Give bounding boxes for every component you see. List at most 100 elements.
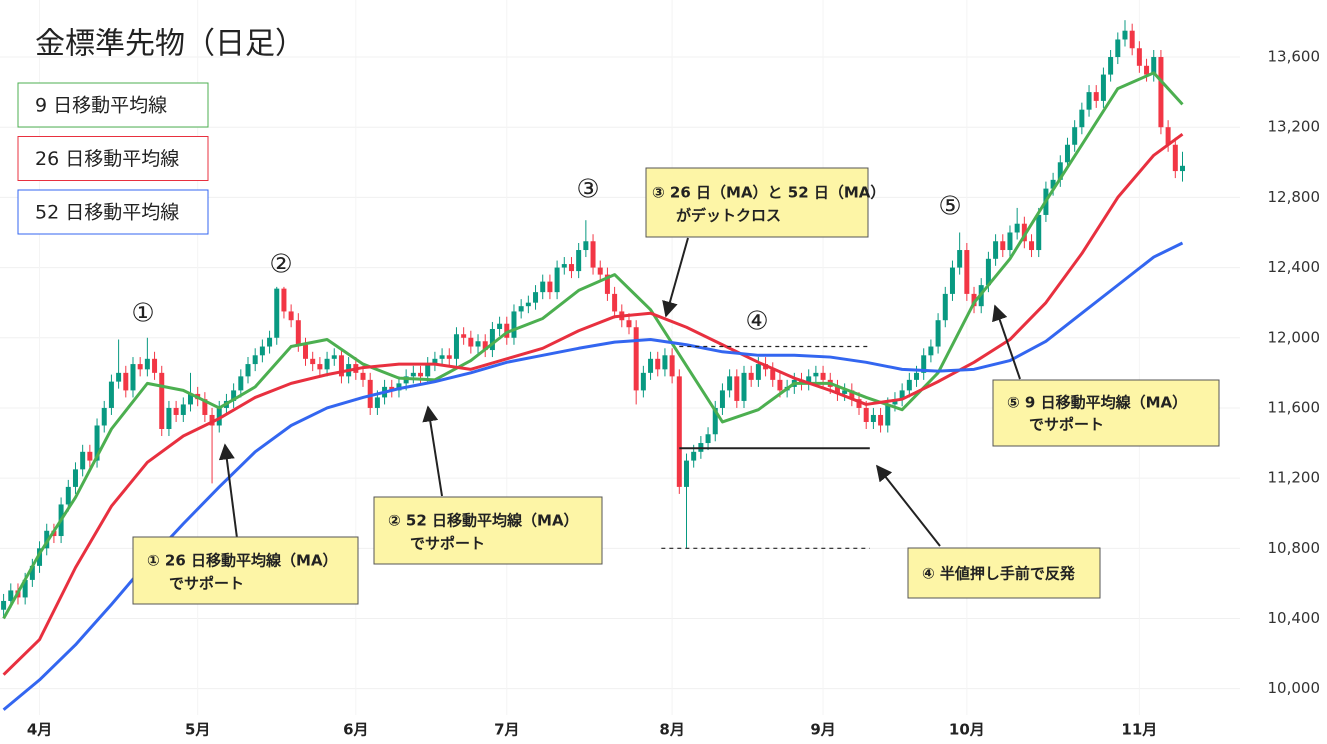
candle-body: [497, 323, 503, 329]
candle-body: [1144, 65, 1150, 75]
candle-body: [683, 460, 689, 487]
moving-averages: [2, 71, 1184, 711]
marker: ⑤: [938, 192, 961, 222]
candle-body: [80, 451, 86, 470]
candle-body: [748, 372, 754, 380]
marker: ①: [131, 299, 154, 329]
candle-body: [295, 320, 301, 345]
candle-body: [389, 386, 395, 391]
candle-body: [159, 372, 165, 429]
legend-label: 9 日移動平均線: [35, 95, 167, 117]
candle-body: [108, 381, 114, 408]
candle-body: [942, 293, 948, 321]
candle-body: [540, 281, 546, 293]
candle-body: [259, 346, 265, 356]
candle-body: [1115, 39, 1121, 58]
y-tick-label: 13,600: [1268, 48, 1321, 66]
candle-body: [813, 372, 819, 377]
callout-text: ① 26 日移動平均線（MA）: [147, 552, 338, 570]
candle-body: [676, 376, 682, 487]
candle-body: [231, 390, 237, 401]
candle-body: [949, 267, 955, 294]
candle-body: [288, 311, 294, 321]
candle-body: [878, 414, 884, 426]
candle-body: [655, 358, 661, 370]
candle-body: [914, 372, 920, 380]
callout: ③ 26 日（MA）と 52 日（MA） がデットクロス: [645, 167, 885, 238]
candle-body: [152, 358, 158, 373]
candle-body: [719, 390, 725, 408]
candle-body: [453, 334, 459, 359]
arrow: [662, 237, 689, 318]
marker: ③: [576, 175, 599, 205]
candle-body: [267, 337, 273, 347]
axes: 10,000 10,400 10,800 11,200 11,600 12,000 12,4…: [27, 48, 1320, 739]
candle-body: [1100, 74, 1106, 101]
candle-body: [37, 548, 43, 566]
y-tick-label: 10,400: [1268, 609, 1321, 627]
candle-body: [468, 337, 474, 347]
candle-body: [1151, 57, 1157, 75]
candle-body: [583, 241, 589, 251]
y-tick-label: 12,000: [1268, 328, 1321, 346]
candle-body: [1014, 223, 1020, 233]
y-tick-label: 13,200: [1268, 118, 1321, 136]
candle-body: [640, 372, 646, 391]
candle-body: [554, 267, 560, 293]
candle-body: [446, 355, 452, 359]
callout-text: ⑤ 9 日移動平均線（MA）: [1007, 394, 1187, 412]
callout: ① 26 日移動平均線（MA） でサポート: [132, 536, 359, 605]
candle-body: [1158, 57, 1164, 128]
candle-body: [777, 379, 783, 391]
candle-body: [1050, 179, 1056, 189]
candle-body: [180, 404, 186, 415]
callout-text: ④ 半値押し手前で反発: [922, 565, 1076, 583]
candle-body: [1165, 127, 1171, 145]
callout-text: でサポート: [410, 535, 485, 553]
arrow: [992, 304, 1021, 380]
candle-body: [590, 241, 596, 268]
candle-body: [849, 390, 855, 400]
candle-body: [317, 364, 323, 370]
legend: 9 日移動平均線 26 日移動平均線 52 日移動平均線: [17, 82, 209, 235]
candle-body: [727, 376, 733, 391]
candle-body: [741, 372, 747, 401]
candle-body: [123, 372, 129, 391]
y-tick-label: 10,800: [1268, 539, 1321, 557]
legend-label: 52 日移動平均線: [35, 202, 179, 224]
candle-body: [209, 414, 215, 426]
candle-body: [303, 344, 309, 359]
candle-body: [863, 407, 869, 422]
legend-box: [17, 136, 209, 181]
candle-body: [173, 407, 179, 415]
candle-body: [72, 469, 78, 487]
candle-body: [561, 264, 567, 268]
candle-body: [648, 358, 654, 373]
candle-body: [116, 372, 122, 382]
candle-body: [504, 323, 510, 338]
candle-body: [892, 399, 898, 405]
candle-body: [461, 334, 467, 338]
candle-body: [331, 355, 337, 359]
callout-text: がデットクロス: [676, 207, 781, 225]
candle-body: [755, 364, 761, 380]
callout: ④ 半値押し手前で反発: [907, 547, 1101, 599]
candle-body: [1029, 241, 1035, 251]
marker: ②: [269, 250, 292, 280]
ma-line: [2, 71, 1184, 620]
candle-body: [957, 250, 963, 268]
candle-body: [993, 241, 999, 259]
candle-body: [906, 379, 912, 391]
candle-body: [1129, 30, 1135, 49]
callout-text: でサポート: [1029, 416, 1104, 434]
candle-body: [734, 376, 740, 401]
callout-text: でサポート: [169, 575, 244, 593]
candle-body: [770, 369, 776, 380]
callout: ⑤ 9 日移動平均線（MA） でサポート: [992, 379, 1220, 447]
candle-body: [489, 328, 495, 351]
x-tick-label: 11月: [1121, 721, 1157, 739]
candle-body: [65, 486, 71, 505]
candle-body: [367, 379, 373, 408]
